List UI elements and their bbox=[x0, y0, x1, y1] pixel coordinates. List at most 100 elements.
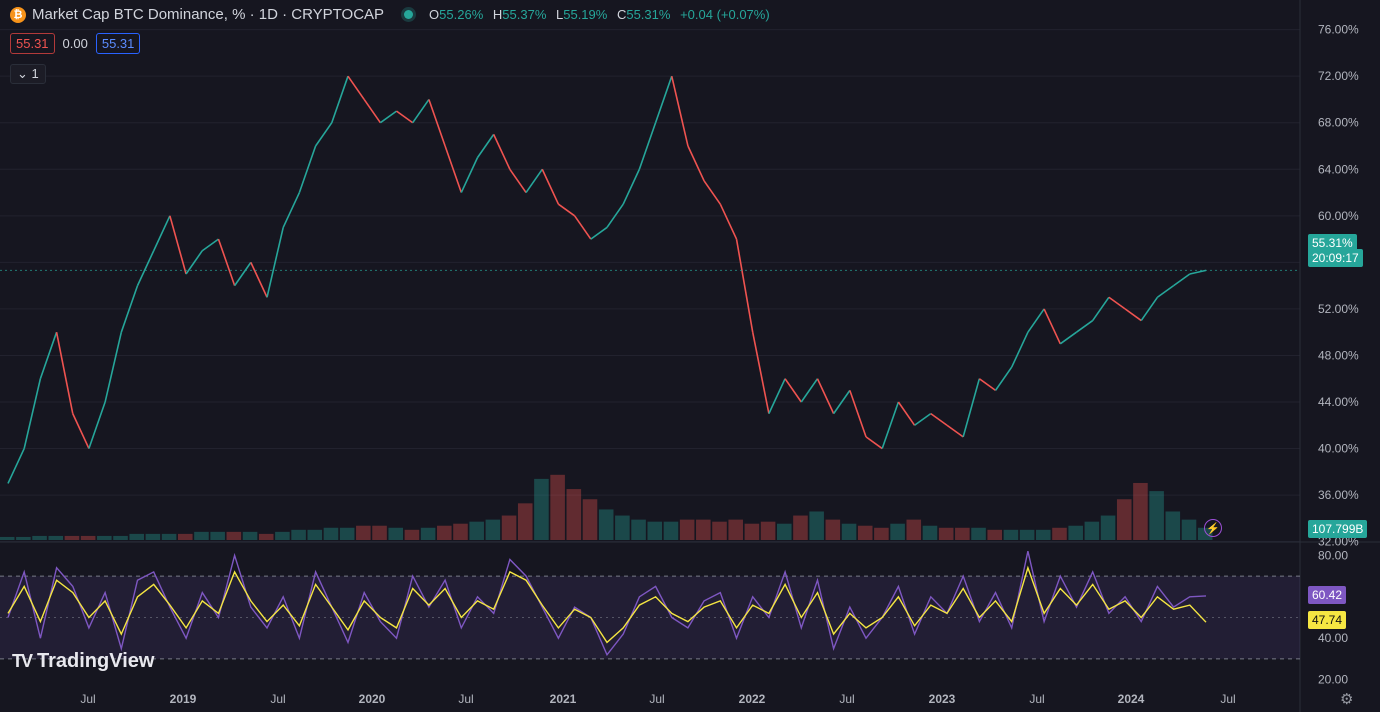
price-tick-label: 52.00% bbox=[1318, 302, 1359, 316]
countdown-badge: 20:09:17 bbox=[1308, 249, 1363, 267]
price-segment bbox=[849, 390, 867, 438]
volume-bar bbox=[728, 519, 743, 540]
volume-bar bbox=[1036, 529, 1051, 540]
volume-bar bbox=[437, 525, 452, 540]
volume-bar bbox=[242, 531, 258, 540]
buy-button[interactable]: 55.31 bbox=[95, 33, 141, 54]
volume-bar bbox=[501, 515, 517, 540]
rsi-line bbox=[7, 551, 1207, 657]
ohlc-values: O55.26% H55.37% L55.19% C55.31% +0.04 (+… bbox=[429, 7, 770, 22]
price-segment bbox=[428, 99, 446, 147]
volume-bar bbox=[1165, 511, 1181, 540]
price-segment bbox=[1140, 296, 1159, 322]
price-segment bbox=[1108, 296, 1126, 310]
price-candles bbox=[0, 75, 1300, 484]
rsi-scale[interactable]: 80.00 40.00 20.00 bbox=[1318, 548, 1348, 686]
price-segment bbox=[1076, 319, 1094, 333]
volume-bar bbox=[129, 533, 144, 540]
buy-sell-panel: 55.31 0.00 55.31 bbox=[10, 33, 141, 54]
volume-bar bbox=[210, 531, 225, 540]
price-tick-label: 76.00% bbox=[1318, 23, 1359, 37]
change-value: +0.04 (+0.07%) bbox=[680, 7, 770, 22]
price-segment bbox=[1027, 308, 1045, 333]
price-segment bbox=[735, 238, 754, 333]
price-segment bbox=[1092, 296, 1110, 322]
volume-bar bbox=[16, 536, 31, 540]
price-segment bbox=[1189, 269, 1207, 275]
price-segment bbox=[897, 401, 916, 426]
price-segment bbox=[784, 378, 802, 403]
price-segment bbox=[282, 192, 301, 228]
volume-bar bbox=[1052, 527, 1067, 540]
bitcoin-icon: ₿ bbox=[10, 6, 26, 23]
price-tick-label: 60.00% bbox=[1318, 209, 1359, 223]
price-segment bbox=[233, 261, 252, 287]
symbol-title[interactable]: Market Cap BTC Dominance, % · 1D · CRYPT… bbox=[32, 6, 385, 23]
rsi-tick-label: 20.00 bbox=[1318, 673, 1348, 687]
indicators-collapse-button[interactable]: ⌄ 1 bbox=[10, 64, 46, 84]
price-segment bbox=[136, 250, 155, 286]
price-segment bbox=[557, 203, 576, 217]
rsi-tick-label: 80.00 bbox=[1318, 548, 1348, 562]
price-segment bbox=[622, 168, 641, 205]
volume-bar bbox=[906, 519, 922, 540]
volume-bar bbox=[258, 533, 274, 540]
volume-bar bbox=[615, 515, 630, 540]
volume-bar bbox=[776, 523, 792, 540]
volume-bar bbox=[145, 533, 161, 540]
price-segment bbox=[800, 378, 819, 403]
time-tick-label: Jul bbox=[270, 692, 285, 706]
spread-value: 0.00 bbox=[62, 36, 88, 51]
time-tick-label: Jul bbox=[458, 692, 473, 706]
price-segment bbox=[638, 122, 657, 170]
price-segment bbox=[169, 215, 187, 275]
volume-bar bbox=[647, 521, 663, 540]
symbol-legend[interactable]: ₿ Market Cap BTC Dominance, % · 1D · CRY… bbox=[10, 6, 776, 23]
lightning-icon[interactable]: ⚡ bbox=[1204, 519, 1222, 537]
volume-bar bbox=[809, 511, 824, 540]
volume-bar bbox=[485, 519, 501, 540]
volume-bar bbox=[712, 521, 727, 540]
volume-bar bbox=[598, 509, 614, 540]
price-scale[interactable]: 76.00%72.00%68.00%64.00%60.00%56.00%52.0… bbox=[1318, 23, 1359, 549]
price-segment bbox=[250, 262, 268, 298]
time-tick-label: Jul bbox=[80, 692, 95, 706]
volume-bar bbox=[113, 535, 128, 540]
price-segment bbox=[396, 110, 414, 124]
last-price-badge: 55.31% bbox=[1308, 234, 1357, 252]
volume-bars bbox=[0, 474, 1213, 540]
market-status-dot-icon bbox=[404, 10, 414, 19]
price-tick-label: 40.00% bbox=[1318, 442, 1359, 456]
price-tick-label: 64.00% bbox=[1318, 162, 1359, 176]
price-segment bbox=[412, 98, 430, 124]
sell-button[interactable]: 55.31 bbox=[10, 33, 55, 54]
price-segment bbox=[347, 75, 365, 100]
volume-bar bbox=[161, 533, 177, 540]
price-segment bbox=[363, 98, 382, 124]
volume-bar bbox=[679, 519, 695, 540]
volume-bar bbox=[550, 474, 565, 540]
volume-bar bbox=[841, 523, 857, 540]
volume-bar bbox=[80, 535, 96, 540]
volume-bar bbox=[1181, 519, 1197, 540]
price-segment bbox=[492, 134, 511, 170]
volume-bar bbox=[275, 531, 290, 540]
volume-bar bbox=[534, 478, 549, 540]
volume-bar bbox=[987, 529, 1003, 540]
rsi-ma-badge: 47.74 bbox=[1308, 611, 1347, 629]
price-segment bbox=[120, 285, 139, 333]
time-tick-label: Jul bbox=[1029, 692, 1044, 706]
price-segment bbox=[104, 332, 123, 403]
time-tick-label: 2022 bbox=[739, 692, 766, 706]
volume-bar bbox=[874, 527, 889, 540]
price-segment bbox=[72, 413, 90, 449]
time-axis[interactable]: Jul 2019 Jul 2020 Jul 2021 Jul 2022 Jul 2023 Jul 20… bbox=[80, 692, 1235, 706]
gear-icon[interactable]: ⚙ bbox=[1340, 691, 1354, 708]
volume-badge: 107.799B bbox=[1308, 520, 1368, 538]
price-tick-label: 32.00% bbox=[1318, 535, 1359, 549]
price-segment bbox=[946, 424, 964, 438]
rsi-ma-line bbox=[7, 565, 1207, 644]
volume-bar bbox=[955, 527, 970, 540]
price-segment bbox=[1011, 331, 1029, 368]
